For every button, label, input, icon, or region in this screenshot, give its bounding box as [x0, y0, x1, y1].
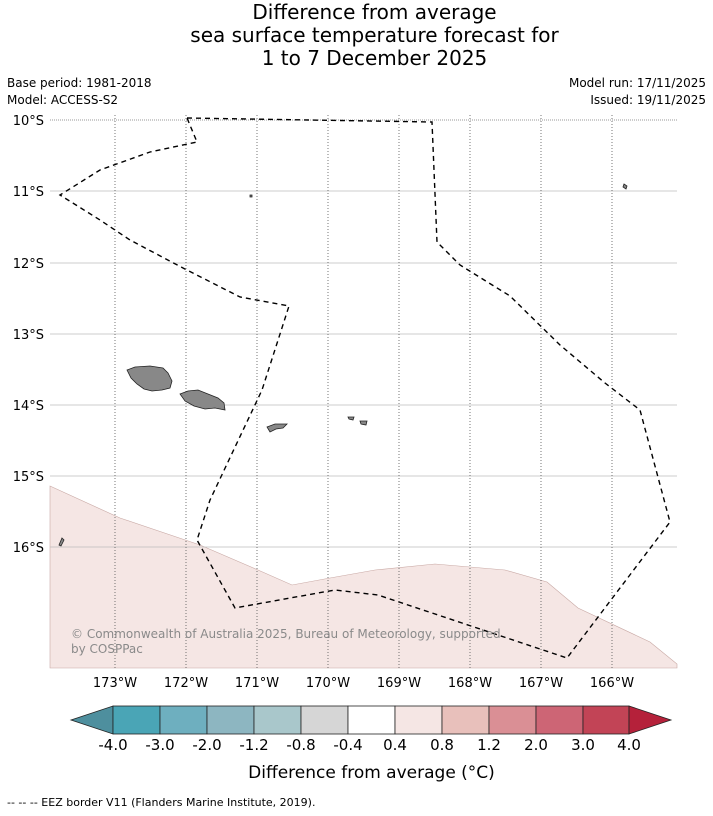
- lat-label: 10°S: [13, 114, 44, 129]
- island-tau: [359, 420, 368, 426]
- lat-label: 11°S: [13, 185, 44, 200]
- colorbar-seg-10: [535, 705, 584, 735]
- lat-label: 12°S: [13, 257, 44, 272]
- lon-label: 169°W: [377, 676, 421, 691]
- island-savaii: [126, 365, 173, 392]
- colorbar-seg-12: [628, 705, 673, 735]
- title-line-3: 1 to 7 December 2025: [261, 46, 488, 70]
- colorbar-tick: 1.2: [477, 736, 501, 754]
- island-rose-atoll: [58, 537, 65, 547]
- lon-labels: 173°W 172°W 171°W 170°W 169°W 168°W 167°…: [93, 676, 634, 691]
- colorbar-seg-0: [69, 705, 114, 735]
- lon-label: 167°W: [519, 676, 563, 691]
- colorbar-seg-5: [300, 705, 349, 735]
- eez-border: [58, 117, 671, 659]
- colorbar-tick: 4.0: [617, 736, 641, 754]
- colorbar-tick: -3.0: [145, 736, 175, 754]
- colorbar-tick: 3.0: [571, 736, 595, 754]
- issued-date: Issued: 19/11/2025: [590, 93, 706, 107]
- model-run: Model run: 17/11/2025: [568, 76, 706, 90]
- colorbar-title: Difference from average (°C): [248, 763, 495, 783]
- colorbar-seg-11: [582, 705, 630, 735]
- colorbar-seg-9: [488, 705, 537, 735]
- lon-label: 172°W: [164, 676, 208, 691]
- lon-label: 166°W: [590, 676, 634, 691]
- lat-gridlines: [50, 119, 677, 548]
- island-swains: [249, 194, 253, 198]
- colorbar-seg-2: [159, 705, 208, 735]
- colorbar-seg-3: [206, 705, 255, 735]
- colorbar-seg-7: [394, 705, 443, 735]
- title-line-2: sea surface temperature forecast for: [190, 23, 559, 47]
- lat-label: 14°S: [13, 399, 44, 414]
- colorbar-seg-6: [347, 705, 396, 735]
- island-tutuila: [266, 423, 288, 433]
- colorbar-tick: -0.4: [333, 736, 363, 754]
- land: [58, 183, 628, 547]
- lon-label: 171°W: [235, 676, 279, 691]
- colorbar-tick: 0.4: [383, 736, 407, 754]
- colorbar-tick: 0.8: [430, 736, 454, 754]
- colorbar-tick: 2.0: [524, 736, 548, 754]
- lon-label: 170°W: [306, 676, 350, 691]
- copyright-line-1: © Commonwealth of Australia 2025, Bureau…: [71, 627, 501, 641]
- eez-footnote: -- -- -- EEZ border V11 (Flanders Marine…: [7, 796, 316, 809]
- lat-label: 13°S: [13, 328, 44, 343]
- lat-labels: 10°S 11°S 12°S 13°S 14°S 15°S 16°S: [13, 114, 44, 556]
- colorbar: [69, 705, 673, 735]
- colorbar-seg-8: [441, 705, 490, 735]
- island-upolu: [179, 389, 226, 411]
- colorbar-tick: -4.0: [98, 736, 128, 754]
- island-ofu: [347, 416, 355, 421]
- base-period: Base period: 1981-2018: [7, 76, 152, 90]
- colorbar-seg-1: [112, 705, 161, 735]
- colorbar-tick: -2.0: [192, 736, 222, 754]
- title-line-1: Difference from average: [252, 0, 497, 24]
- lon-label: 173°W: [93, 676, 137, 691]
- colorbar-tick: -1.2: [239, 736, 269, 754]
- model-name: Model: ACCESS-S2: [7, 93, 119, 107]
- lat-label: 16°S: [13, 541, 44, 556]
- colorbar-tick: -0.8: [286, 736, 316, 754]
- island-tokelau: [622, 183, 628, 190]
- anomaly-region: [49, 485, 678, 669]
- lon-label: 168°W: [448, 676, 492, 691]
- lat-label: 15°S: [13, 470, 44, 485]
- colorbar-seg-4: [253, 705, 302, 735]
- copyright-line-2: by COSPPac: [71, 642, 143, 656]
